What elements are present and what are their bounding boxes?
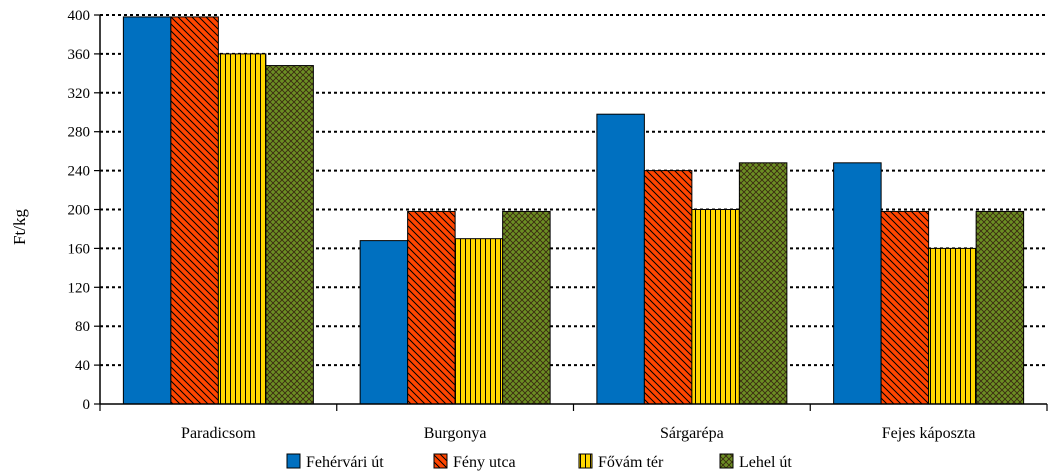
x-category-label: Sárgarépa [660, 425, 724, 442]
y-tick-label: 120 [68, 280, 91, 296]
legend-swatch [578, 453, 593, 469]
y-tick-label: 360 [68, 47, 91, 63]
bar-1-1 [407, 210, 456, 405]
y-tick-label: 400 [68, 8, 91, 24]
legend-swatch [719, 453, 734, 469]
y-tick-label: 240 [68, 164, 91, 180]
y-tick-label: 160 [68, 241, 91, 257]
bar-3-1 [880, 210, 930, 405]
bar-3-2 [928, 247, 977, 405]
legend-item: Lehel út [719, 453, 792, 471]
x-category-label: Burgonya [424, 425, 487, 442]
y-axis-label: Ft/kg [10, 209, 29, 245]
legend: Fehérvári út Fény utca Fővám tér Lehel út [286, 453, 792, 471]
y-tick-label: 80 [75, 319, 90, 335]
bar-1-3 [502, 210, 551, 405]
bar-0-3 [265, 65, 314, 405]
bar-2-0 [596, 113, 645, 405]
legend-item: Fővám tér [578, 453, 664, 471]
legend-label: Fehérvári út [306, 454, 384, 471]
x-category-label: Fejes káposzta [882, 425, 976, 442]
bar-1-0 [359, 240, 409, 405]
legend-label: Fény utca [453, 454, 516, 471]
legend-item: Fehérvári út [286, 453, 384, 471]
legend-item: Fény utca [433, 453, 516, 471]
legend-swatch [433, 453, 448, 469]
bars-layer [122, 16, 1025, 405]
axes: 0 40 80 120 160 200 240 280 320 360 400 Paradicsom B… [68, 8, 1048, 442]
legend-swatch [286, 453, 301, 469]
bar-3-0 [833, 162, 882, 405]
x-category-label: Paradicsom [181, 425, 256, 442]
bar-2-2 [691, 209, 740, 405]
bar-2-3 [738, 162, 788, 405]
bar-0-0 [122, 16, 172, 405]
legend-label: Lehel út [739, 454, 792, 471]
bar-2-1 [643, 170, 693, 405]
y-tick-label: 0 [83, 397, 91, 413]
y-tick-label: 200 [68, 203, 91, 219]
bar-3-3 [975, 210, 1025, 405]
bar-0-2 [217, 53, 267, 405]
y-tick-label: 320 [68, 86, 91, 102]
bar-0-1 [170, 16, 219, 405]
legend-label: Fővám tér [598, 454, 664, 471]
bar-1-2 [454, 238, 504, 405]
y-tick-label: 280 [68, 125, 91, 141]
y-tick-label: 40 [75, 358, 90, 374]
